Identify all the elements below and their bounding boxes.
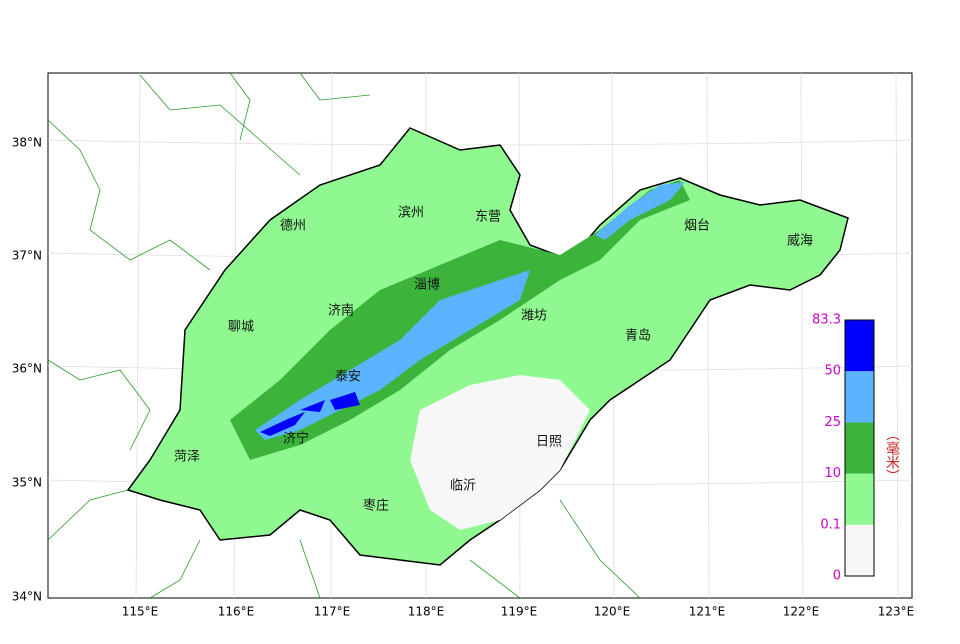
lon-label: 119°E xyxy=(501,605,538,619)
city-label: 德州 xyxy=(280,219,306,234)
city-label: 滨州 xyxy=(398,205,424,221)
lat-label: 38°N xyxy=(12,136,42,150)
legend-level: 83.3 xyxy=(812,313,841,328)
lat-label: 36°N xyxy=(12,362,42,376)
city-label: 泰安 xyxy=(335,370,361,385)
lon-label: 117°E xyxy=(314,605,351,619)
city-label: 济宁 xyxy=(283,431,309,447)
lat-label: 34°N xyxy=(12,590,42,604)
legend-level: 0 xyxy=(833,569,841,584)
city-label: 潍坊 xyxy=(521,309,547,324)
legend-swatch xyxy=(845,422,874,474)
neighbor-borders xyxy=(47,72,641,599)
city-label: 济南 xyxy=(328,303,354,319)
lon-label: 121°E xyxy=(689,605,726,619)
city-label: 聊城 xyxy=(228,320,254,335)
axis-labels: 115°E 116°E 117°E 118°E 119°E 120°E 121°E 122°E… xyxy=(12,136,915,619)
legend-level: 50 xyxy=(824,364,841,379)
legend-swatch xyxy=(845,320,874,372)
legend-swatch xyxy=(845,473,874,525)
lon-label: 122°E xyxy=(783,605,820,619)
city-label: 日照 xyxy=(536,435,562,450)
lon-label: 123°E xyxy=(878,605,915,619)
city-label: 淄博 xyxy=(414,278,440,293)
city-label: 菏泽 xyxy=(174,450,200,465)
lon-label: 118°E xyxy=(408,605,445,619)
legend-swatch xyxy=(845,524,874,576)
legend-level: 10 xyxy=(824,466,841,481)
city-label: 枣庄 xyxy=(363,498,389,514)
lat-label: 37°N xyxy=(12,249,42,263)
legend-swatch xyxy=(845,371,874,423)
legend-level: 0.1 xyxy=(820,517,841,532)
lon-label: 116°E xyxy=(218,605,255,619)
legend-outline xyxy=(844,319,875,577)
city-label: 青岛 xyxy=(625,328,651,344)
city-label: 临沂 xyxy=(450,479,476,494)
legend-unit: （毫米） xyxy=(884,427,900,483)
city-label: 东营 xyxy=(475,210,501,225)
lon-label: 120°E xyxy=(594,605,631,619)
lat-label: 35°N xyxy=(12,476,42,490)
city-label: 烟台 xyxy=(684,219,710,234)
legend-level: 25 xyxy=(824,415,841,430)
rain-field xyxy=(126,127,849,566)
lon-label: 115°E xyxy=(122,605,159,619)
city-label: 威海 xyxy=(787,234,813,249)
legend: 0 0.1 10 25 50 83.3 xyxy=(812,313,875,584)
